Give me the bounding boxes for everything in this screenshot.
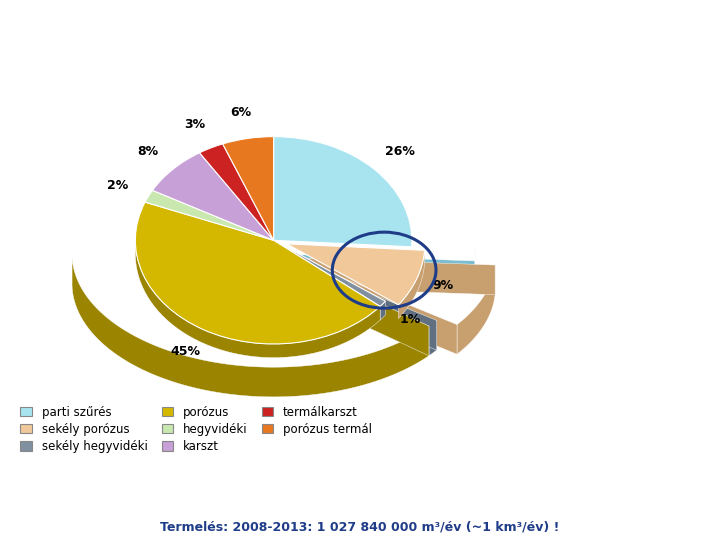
Polygon shape [274, 254, 429, 356]
Legend: parti szűrés, sekély porózus, sekély hegyvidéki, porózus, hegyvidéki, karszt, te: parti szűrés, sekély porózus, sekély heg… [20, 406, 372, 453]
Text: 8%: 8% [137, 145, 158, 158]
Wedge shape [145, 191, 274, 240]
Wedge shape [135, 202, 380, 344]
Wedge shape [274, 137, 412, 247]
Polygon shape [274, 254, 429, 356]
Polygon shape [294, 258, 495, 295]
Wedge shape [199, 144, 274, 240]
Polygon shape [274, 254, 474, 291]
Wedge shape [287, 244, 425, 305]
Polygon shape [398, 251, 425, 319]
Polygon shape [294, 258, 457, 354]
Wedge shape [222, 137, 274, 240]
Polygon shape [274, 254, 437, 350]
Text: 26%: 26% [384, 145, 415, 158]
Wedge shape [274, 240, 385, 306]
Polygon shape [457, 265, 495, 354]
Polygon shape [72, 251, 429, 397]
Polygon shape [135, 234, 380, 357]
Wedge shape [153, 153, 274, 240]
Polygon shape [429, 320, 437, 356]
Text: 2%: 2% [107, 179, 128, 192]
Text: 45%: 45% [171, 346, 201, 359]
Text: 1%: 1% [400, 313, 420, 326]
Text: 9%: 9% [432, 280, 454, 293]
Text: VÍZTERMELÉS MEGOSZLÁSA VÍZTEST-TÍPUSONKÉNT: VÍZTERMELÉS MEGOSZLÁSA VÍZTEST-TÍPUSONKÉ… [22, 22, 563, 40]
Text: Termelés: 2008-2013: 1 027 840 000 m³/év (~1 km³/év) !: Termelés: 2008-2013: 1 027 840 000 m³/év… [161, 520, 559, 533]
Text: 3%: 3% [184, 118, 206, 131]
Text: 6%: 6% [230, 106, 252, 119]
Polygon shape [380, 301, 385, 320]
